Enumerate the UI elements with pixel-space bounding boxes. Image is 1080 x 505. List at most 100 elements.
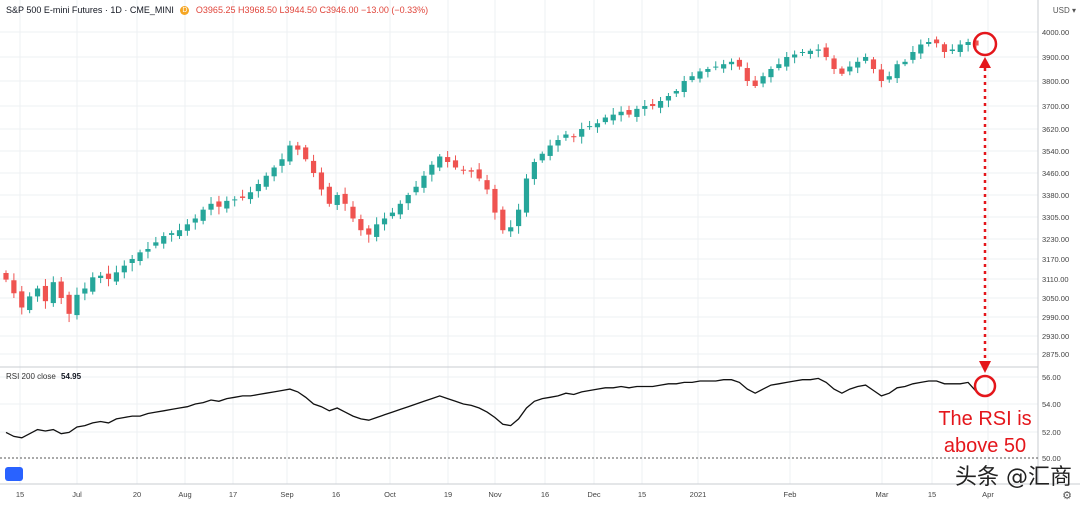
price-tick-label: 3900.00 — [1042, 53, 1069, 62]
candle-body — [839, 68, 845, 74]
candle-body — [121, 265, 127, 273]
price-tick-label: 3170.00 — [1042, 255, 1069, 264]
grid-lines — [0, 0, 1038, 484]
arrow-head-down — [979, 361, 991, 373]
candle-body — [508, 227, 514, 232]
candle-body — [894, 64, 900, 79]
time-tick-label: 15 — [928, 490, 936, 499]
candle-body — [713, 66, 719, 68]
candle-body — [563, 134, 569, 138]
candle-body — [689, 76, 695, 81]
candle-body — [555, 140, 561, 146]
time-tick-label: 15 — [16, 490, 24, 499]
candle-body — [926, 42, 932, 44]
candle-body — [50, 282, 56, 304]
candle-body — [768, 69, 774, 78]
rsi-line — [5, 377, 977, 439]
rsi-axis[interactable]: 56.00 54.00 52.00 50.00 — [1042, 373, 1061, 463]
candle-body — [374, 224, 380, 237]
time-axis[interactable]: 15 Jul 20 Aug 17 Sep 16 Oct 19 Nov 16 Dec 15 2021 Feb M… — [16, 490, 995, 499]
candle-body — [445, 157, 451, 162]
symbol-title[interactable]: S&P 500 E-mini Futures · 1D · CME_MINI — [6, 5, 174, 15]
candle-body — [650, 104, 656, 106]
candle-body — [137, 252, 143, 261]
candle-body — [468, 170, 474, 172]
rsi-tick-label: 52.00 — [1042, 428, 1061, 437]
candle-body — [66, 294, 72, 314]
candle-body — [216, 201, 222, 207]
candle-body — [539, 153, 545, 161]
candle-body — [736, 59, 743, 67]
candle-body — [460, 169, 466, 171]
candle-body — [547, 145, 553, 156]
candle-body — [452, 160, 459, 168]
candle-body — [500, 209, 506, 231]
time-tick-label: Nov — [488, 490, 502, 499]
candle-body — [760, 76, 766, 84]
candle-body — [74, 294, 80, 316]
candle-body — [153, 242, 159, 246]
candle-body — [437, 156, 443, 168]
currency-text: USD — [1052, 6, 1070, 15]
candle-body — [263, 175, 269, 187]
candle-body — [279, 159, 285, 166]
candle-body — [82, 288, 88, 294]
candle-body — [815, 49, 821, 51]
candle-body — [697, 71, 703, 79]
candle-body — [870, 59, 877, 69]
candle-body — [105, 273, 112, 279]
candle-body — [862, 57, 869, 61]
candle-body — [602, 117, 608, 123]
candle-body — [232, 199, 238, 201]
candle-body — [247, 192, 254, 200]
candle-body — [11, 280, 17, 294]
candle-body — [129, 259, 135, 263]
candle-body — [145, 249, 151, 252]
candle-body — [42, 285, 49, 302]
candle-body — [421, 175, 427, 188]
candle-body — [405, 195, 411, 204]
candle-body — [705, 69, 711, 72]
candle-body — [413, 186, 419, 193]
price-tick-label: 3800.00 — [1042, 77, 1069, 86]
price-tick-label: 3700.00 — [1042, 102, 1069, 111]
price-tick-label: 2990.00 — [1042, 313, 1069, 322]
candle-body — [58, 281, 64, 298]
candle-body — [665, 96, 672, 101]
candle-body — [358, 219, 364, 231]
candle-body — [886, 76, 892, 80]
candlestick-series — [3, 36, 979, 323]
candle-body — [586, 126, 593, 128]
time-tick-label: Oct — [384, 490, 397, 499]
price-tick-label: 3305.00 — [1042, 213, 1069, 222]
candle-body — [792, 54, 798, 58]
candle-body — [721, 64, 727, 69]
candle-body — [350, 206, 356, 219]
candle-body — [255, 184, 261, 192]
tradingview-logo-icon[interactable] — [5, 467, 23, 481]
time-tick-label: Sep — [280, 490, 293, 499]
price-tick-label: 3110.00 — [1042, 275, 1069, 284]
rsi-header[interactable]: RSI 200 close 54.95 — [6, 372, 81, 381]
candle-body — [98, 275, 104, 278]
candle-body — [318, 172, 325, 190]
rsi-tick-label: 56.00 — [1042, 373, 1061, 382]
candle-body — [610, 114, 616, 121]
candle-body — [27, 296, 33, 311]
gear-icon[interactable]: ⚙ — [1062, 490, 1072, 502]
candle-body — [728, 61, 735, 65]
candle-body — [594, 123, 601, 128]
currency-label[interactable]: USD ▾ — [1052, 6, 1076, 15]
candle-body — [397, 203, 403, 215]
time-tick-label: Jul — [72, 490, 82, 499]
price-axis[interactable]: 4000.00 3900.00 3800.00 3700.00 3620.00 3540.… — [1042, 28, 1069, 359]
candle-body — [910, 52, 916, 60]
time-tick-label: Mar — [876, 490, 889, 499]
candle-body — [476, 169, 482, 179]
candle-body — [634, 108, 640, 117]
candle-body — [673, 91, 679, 94]
candle-body — [310, 160, 317, 173]
candle-body — [366, 228, 372, 235]
price-tick-label: 2875.00 — [1042, 350, 1069, 359]
candle-body — [184, 224, 190, 231]
